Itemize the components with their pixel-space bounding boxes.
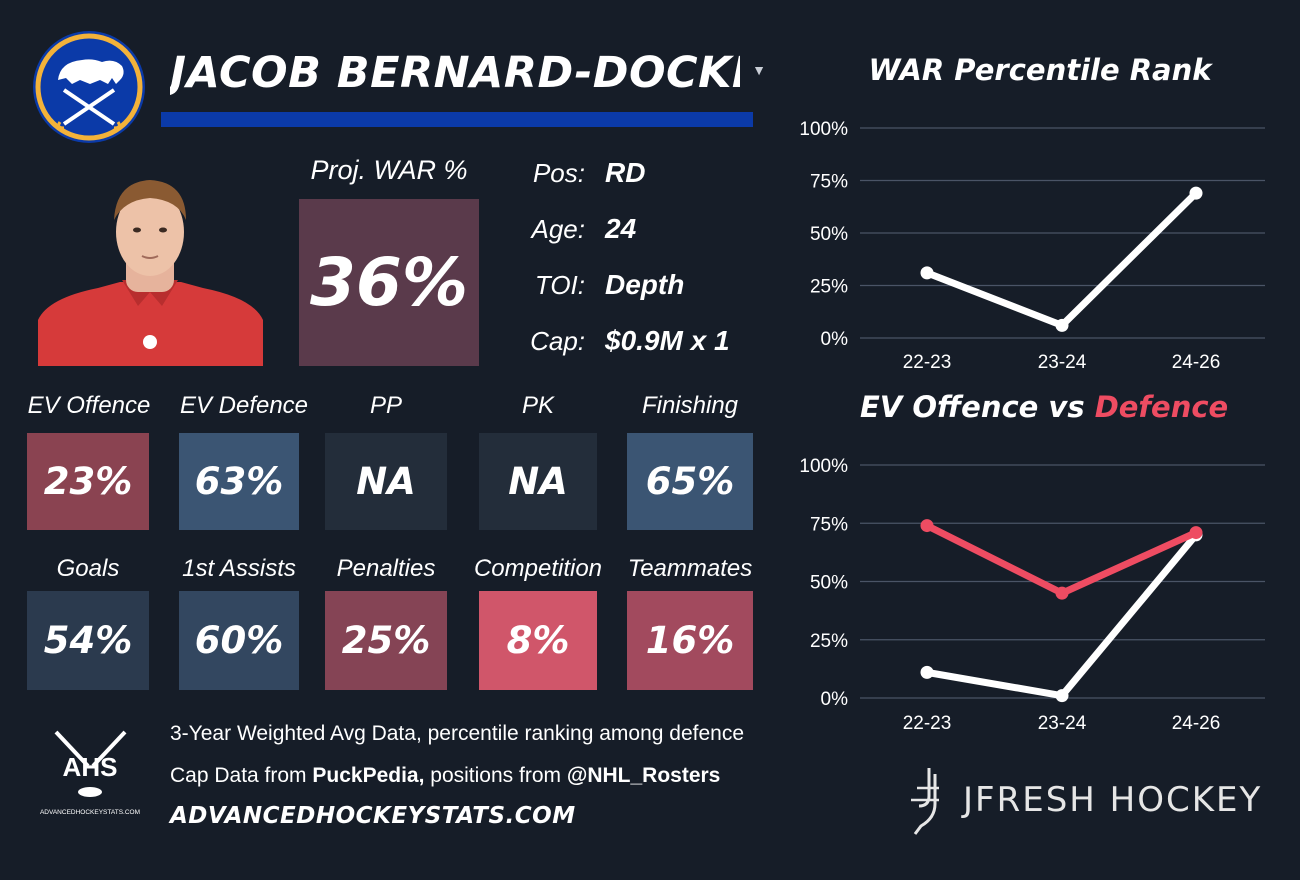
stat-value: NA <box>508 460 568 503</box>
footer-source-puckpedia: PuckPedia, <box>312 764 425 787</box>
chart2-x-tick-label: 24-26 <box>1172 713 1221 734</box>
info-value: RD <box>605 157 646 188</box>
chart2-data-point <box>1189 526 1203 540</box>
stat-value: 25% <box>341 619 431 662</box>
chart-2-title: EV Offence vs Defence <box>860 390 1228 424</box>
ahs-logo-text: AHS <box>63 752 118 782</box>
stat-box-pp: NA <box>325 433 447 530</box>
info-value: 24 <box>605 213 637 244</box>
chart1-y-tick-label: 50% <box>810 224 848 245</box>
info-label: Cap: <box>530 325 585 356</box>
info-label: Age: <box>531 213 586 244</box>
team-logo <box>33 31 145 143</box>
chart2-y-tick-label: 100% <box>799 456 848 477</box>
player-name-container: JACOB BERNARD-DOCKER <box>170 38 740 108</box>
chart1-y-tick-label: 100% <box>799 119 848 140</box>
stat-label: PK <box>521 392 554 419</box>
stat-box-teammates: 16% <box>627 591 753 690</box>
chart2-data-point <box>920 665 934 679</box>
proj-war-box: 36% <box>299 199 479 366</box>
stat-value: 60% <box>194 619 284 662</box>
stat-value: 8% <box>506 619 570 662</box>
chart2-data-point <box>1055 586 1069 600</box>
footer-source-nhl-rosters: @NHL_Rosters <box>566 764 721 787</box>
brand-name: JFRESH HOCKEY <box>963 780 1263 820</box>
chart1-y-tick-label: 75% <box>810 172 848 193</box>
stat-box-pk: NA <box>479 433 597 530</box>
proj-war-value: 36% <box>310 244 468 321</box>
footer-url: ADVANCEDHOCKEYSTATS.COM <box>170 803 576 829</box>
stat-label: EV Defence <box>179 392 309 419</box>
proj-war-label: Proj. WAR % <box>310 155 468 185</box>
info-row-position: Pos: RD <box>500 153 770 193</box>
chart1-data-point <box>1189 186 1203 200</box>
chart2-y-tick-label: 25% <box>810 631 848 652</box>
info-label: Pos: <box>532 157 585 188</box>
stat-label: Teammates <box>627 555 753 582</box>
chevron-down-icon[interactable]: ▼ <box>752 62 766 78</box>
info-row-age: Age: 24 <box>500 209 770 249</box>
info-value: Depth <box>605 269 685 300</box>
info-row-cap: Cap: $0.9M x 1 <box>500 321 770 361</box>
stat-label: Finishing <box>641 392 739 419</box>
stat-label: PP <box>369 392 402 419</box>
player-name: JACOB BERNARD-DOCKER <box>170 48 740 98</box>
footer-line-2-prefix: Cap Data from <box>170 764 313 787</box>
jfresh-logo-icon <box>911 768 939 835</box>
chart2-y-tick-label: 75% <box>810 514 848 535</box>
stat-box-1st-assists: 60% <box>179 591 299 690</box>
info-value: $0.9M x 1 <box>605 325 730 356</box>
stat-box-finishing: 65% <box>627 433 753 530</box>
stat-label: Competition <box>473 555 603 582</box>
player-headshot <box>38 180 263 366</box>
chart1-x-tick-label: 22-23 <box>903 352 952 373</box>
chart2-x-tick-label: 23-24 <box>1038 713 1087 734</box>
chart1-x-tick-label: 23-24 <box>1038 352 1087 373</box>
chart1-y-tick-label: 25% <box>810 277 848 298</box>
chart1-x-tick-label: 24-26 <box>1172 352 1221 373</box>
footer-line-1: 3-Year Weighted Avg Data, percentile ran… <box>170 722 744 745</box>
chart1-y-tick-label: 0% <box>821 329 849 350</box>
chart-2-title-part-2: Defence <box>1094 390 1229 424</box>
name-underline-bar <box>161 112 753 127</box>
ahs-logo-url: ADVANCEDHOCKEYSTATS.COM <box>40 809 140 816</box>
stat-box-ev-offence: 23% <box>27 433 149 530</box>
chart2-x-tick-label: 22-23 <box>903 713 952 734</box>
chart-2-title-part-1: EV Offence vs <box>860 390 1095 424</box>
ahs-logo: AHS ADVANCEDHOCKEYSTATS.COM <box>40 730 140 816</box>
info-row-toi: TOI: Depth <box>500 265 770 305</box>
footer-line-2-mid: positions from <box>424 764 567 787</box>
chart2-y-tick-label: 50% <box>810 573 848 594</box>
stat-label: EV Offence <box>27 392 151 419</box>
stat-value: 65% <box>645 460 735 503</box>
chart2-y-tick-label: 0% <box>821 689 849 710</box>
stat-box-goals: 54% <box>27 591 149 690</box>
stat-box-competition: 8% <box>479 591 597 690</box>
info-label: TOI: <box>534 269 585 300</box>
footer-line-2: Cap Data from PuckPedia, positions from … <box>170 764 720 788</box>
stat-value: 23% <box>43 460 133 503</box>
stat-label: 1st Assists <box>182 555 296 582</box>
chart2-data-point <box>920 519 934 533</box>
chart1-series-line-0 <box>923 189 1200 329</box>
chart1-data-point <box>920 266 934 280</box>
stat-box-penalties: 25% <box>325 591 447 690</box>
stat-box-ev-defence: 63% <box>179 433 299 530</box>
stat-label: Penalties <box>336 555 436 582</box>
stat-value: 54% <box>43 619 133 662</box>
stat-value: 16% <box>645 619 735 662</box>
chart2-series-line-0 <box>923 531 1200 700</box>
stat-label: Goals <box>56 555 120 582</box>
chart-1-title: WAR Percentile Rank <box>868 53 1212 87</box>
chart1-data-point <box>1055 318 1069 332</box>
chart2-data-point <box>1055 689 1069 703</box>
stat-value: NA <box>356 460 416 503</box>
ev-offence-defence-chart: 0% 25% 50% 75% 100% 22-23 23-24 24-26 <box>799 456 1265 734</box>
war-percentile-chart: 0% 25% 50% 75% 100% 22-23 23-24 24-26 <box>799 119 1265 373</box>
stat-value: 63% <box>194 460 284 503</box>
